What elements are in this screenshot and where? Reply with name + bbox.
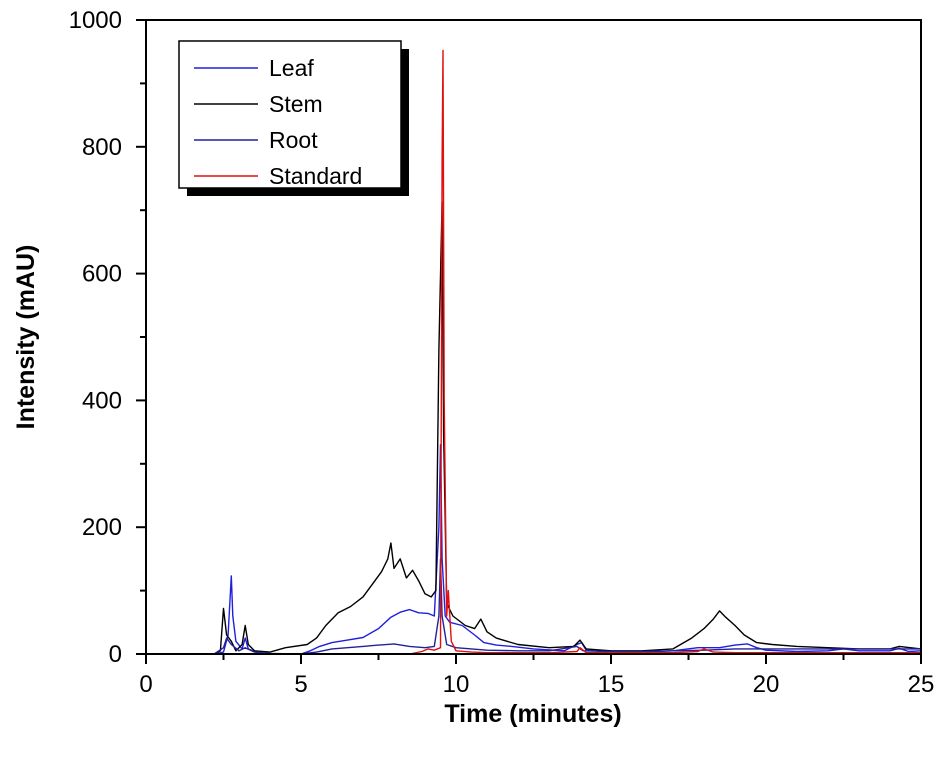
legend-label-stem: Stem bbox=[269, 91, 323, 117]
legend-items: Leaf Stem Root Standard bbox=[194, 55, 362, 189]
series-line-stem bbox=[146, 201, 922, 655]
legend-label-standard: Standard bbox=[269, 163, 362, 189]
series-line-root bbox=[146, 558, 921, 655]
y-tick-label: 1000 bbox=[69, 7, 122, 34]
legend-label-root: Root bbox=[269, 127, 318, 153]
y-tick-label: 0 bbox=[109, 641, 122, 668]
y-tick-label: 200 bbox=[82, 514, 122, 541]
x-tick-label: 10 bbox=[443, 671, 470, 698]
legend-label-leaf: Leaf bbox=[269, 55, 314, 81]
y-axis: 0 200 400 600 800 1000 bbox=[69, 7, 146, 668]
x-tick-label: 5 bbox=[294, 671, 307, 698]
x-tick-label: 15 bbox=[598, 671, 625, 698]
x-axis: 0 5 10 15 20 25 bbox=[139, 654, 934, 698]
legend-box bbox=[178, 40, 402, 189]
series-line-leaf bbox=[146, 444, 922, 655]
y-tick-label: 600 bbox=[82, 261, 122, 288]
x-tick-label: 25 bbox=[908, 671, 935, 698]
series-line-standard bbox=[146, 49, 921, 655]
y-axis-title: Intensity (mAU) bbox=[12, 245, 40, 430]
y-tick-label: 400 bbox=[82, 387, 122, 414]
y-tick-label: 800 bbox=[82, 134, 122, 161]
legend: Leaf Stem Root Standard bbox=[178, 40, 409, 196]
x-tick-label: 0 bbox=[139, 671, 152, 698]
series-layer bbox=[146, 49, 922, 655]
x-tick-label: 20 bbox=[753, 671, 780, 698]
x-axis-title: Time (minutes) bbox=[444, 700, 621, 728]
